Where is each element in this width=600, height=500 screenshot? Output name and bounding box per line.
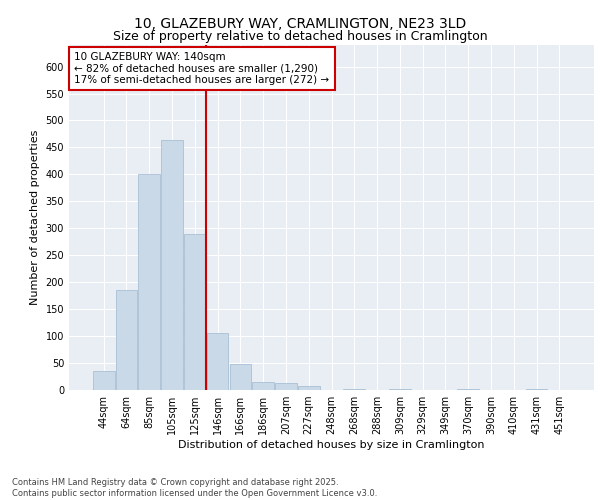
Bar <box>253 382 274 390</box>
Bar <box>93 371 115 390</box>
Bar <box>207 334 229 390</box>
Bar <box>275 383 297 390</box>
Y-axis label: Number of detached properties: Number of detached properties <box>30 130 40 305</box>
Bar <box>230 364 251 390</box>
Bar <box>298 386 320 390</box>
Text: 10 GLAZEBURY WAY: 140sqm
← 82% of detached houses are smaller (1,290)
17% of sem: 10 GLAZEBURY WAY: 140sqm ← 82% of detach… <box>74 52 329 85</box>
Text: Size of property relative to detached houses in Cramlington: Size of property relative to detached ho… <box>113 30 487 43</box>
Bar <box>184 234 206 390</box>
Bar <box>161 140 183 390</box>
X-axis label: Distribution of detached houses by size in Cramlington: Distribution of detached houses by size … <box>178 440 485 450</box>
Text: 10, GLAZEBURY WAY, CRAMLINGTON, NE23 3LD: 10, GLAZEBURY WAY, CRAMLINGTON, NE23 3LD <box>134 18 466 32</box>
Bar <box>139 174 160 390</box>
Text: Contains HM Land Registry data © Crown copyright and database right 2025.
Contai: Contains HM Land Registry data © Crown c… <box>12 478 377 498</box>
Bar <box>116 290 137 390</box>
